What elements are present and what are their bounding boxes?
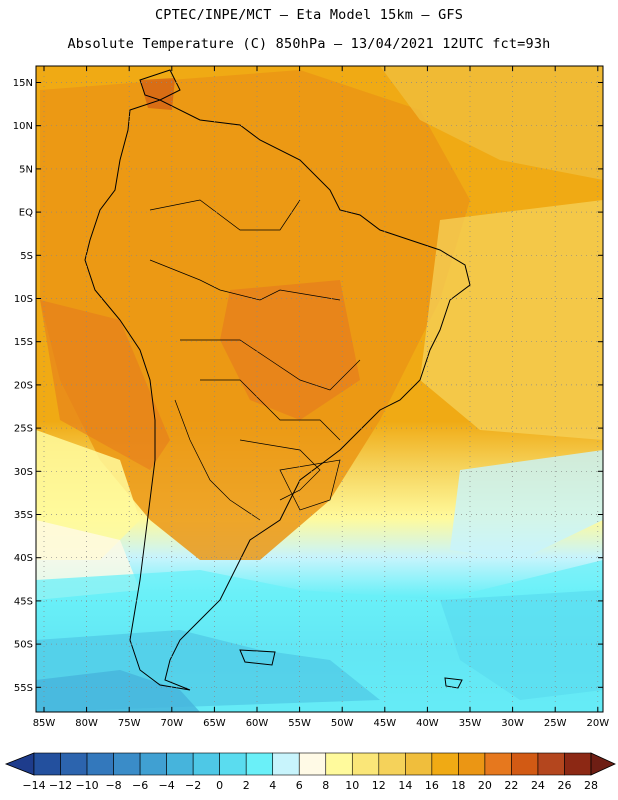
colorbar-arrow-high xyxy=(590,752,616,776)
colorbar-label: 20 xyxy=(478,779,492,792)
colorbar-swatch xyxy=(564,752,592,776)
colorbar-swatch xyxy=(351,752,380,776)
coastlines xyxy=(84,69,471,691)
colorbar-label: 26 xyxy=(557,779,571,792)
colorbar-label: −6 xyxy=(132,779,148,792)
lat-label: 5S xyxy=(20,251,33,262)
lat-label: 55S xyxy=(14,683,33,694)
map-subtitle: Absolute Temperature (C) 850hPa – 13/04/… xyxy=(67,36,551,52)
lon-label: 75W xyxy=(118,718,141,729)
colorbar-swatch xyxy=(139,752,167,776)
lon-label: 25W xyxy=(544,718,567,729)
lon-label: 20W xyxy=(586,718,609,729)
colorbar-swatch xyxy=(113,752,141,776)
lon-label: 70W xyxy=(160,718,183,729)
colorbar-arrow-low xyxy=(4,752,35,776)
lon-label: 65W xyxy=(203,718,226,729)
lat-label: 35S xyxy=(14,510,33,521)
colorbar-swatch xyxy=(378,752,406,776)
colorbar-label: 8 xyxy=(322,779,329,792)
colorbar-label: 2 xyxy=(243,779,250,792)
colorbar-label: −2 xyxy=(185,779,201,792)
country-borders xyxy=(149,199,361,521)
lat-label: 10S xyxy=(14,294,33,305)
colorbar-swatch xyxy=(60,752,88,776)
colorbar-swatch xyxy=(484,752,512,776)
colorbar-label: 4 xyxy=(269,779,276,792)
lon-label: 60W xyxy=(246,718,269,729)
lon-label: 50W xyxy=(331,718,354,729)
colorbar-swatch xyxy=(219,752,247,776)
lat-label: 5N xyxy=(19,164,33,175)
colorbar-swatch xyxy=(192,752,220,776)
lat-label: 15N xyxy=(13,78,33,89)
colorbar-label: 6 xyxy=(296,779,303,792)
colorbar-swatch xyxy=(298,752,327,776)
colorbar-swatch xyxy=(245,752,274,776)
lat-label: 25S xyxy=(14,424,33,435)
colorbar-label: 16 xyxy=(425,779,439,792)
lat-label: 50S xyxy=(14,640,33,651)
colorbar-swatch xyxy=(325,752,353,776)
lon-label: 30W xyxy=(501,718,524,729)
map-title: CPTEC/INPE/MCT – Eta Model 15km – GFS xyxy=(154,7,464,23)
latitude-labels: 15N 10N 5N EQ 5S 10S 15S 20S 25S 30S 35S 40S 45S 50S 5… xyxy=(13,78,33,694)
lon-label: 35W xyxy=(459,718,482,729)
lat-label: 40S xyxy=(14,553,33,564)
colorbar-swatch xyxy=(166,752,194,776)
colorbar-label: 22 xyxy=(504,779,518,792)
lat-label: 45S xyxy=(14,596,33,607)
colorbar-swatch xyxy=(537,752,565,776)
colorbar-label: −8 xyxy=(105,779,121,792)
lon-label: 40W xyxy=(416,718,439,729)
lon-label: 85W xyxy=(33,718,56,729)
lat-label: 10N xyxy=(13,121,33,132)
lon-label: 55W xyxy=(288,718,311,729)
colorbar-swatch xyxy=(33,752,61,776)
lat-label: 15S xyxy=(14,337,33,348)
colorbar-swatch xyxy=(86,752,114,776)
colorbar-label: 0 xyxy=(216,779,223,792)
colorbar-label: −4 xyxy=(159,779,175,792)
colorbar-label: −10 xyxy=(75,779,98,792)
colorbar-label: 28 xyxy=(584,779,598,792)
temperature-field xyxy=(36,66,603,712)
lon-label: 45W xyxy=(373,718,396,729)
colorbar-swatch xyxy=(511,752,539,776)
lat-label: 20S xyxy=(14,380,33,391)
colorbar-swatch xyxy=(272,752,300,776)
colorbar-label: 24 xyxy=(531,779,545,792)
colorbar-label: 10 xyxy=(345,779,359,792)
lon-label: 80W xyxy=(75,718,98,729)
colorbar-swatch xyxy=(405,752,433,776)
colorbar-label: 14 xyxy=(398,779,412,792)
colorbar-label: 18 xyxy=(451,779,465,792)
colorbar xyxy=(4,752,616,776)
colorbar-swatch xyxy=(458,752,486,776)
colorbar-swatch xyxy=(431,752,459,776)
colorbar-label: −12 xyxy=(49,779,72,792)
map-frame xyxy=(35,65,604,713)
lat-label: 30S xyxy=(14,467,33,478)
axis-ticks xyxy=(36,66,603,712)
lat-label: EQ xyxy=(19,208,33,219)
colorbar-labels: −14 −12 −10 −8 −6 −4 −2 0 2 4 6 8 10 12 14 16 18 20 22 24 26… xyxy=(22,779,598,792)
longitude-labels: 85W 80W 75W 70W 65W 60W 55W 50W 45W 40W 35W 30W 25W 2… xyxy=(33,718,610,729)
colorbar-label: −14 xyxy=(22,779,45,792)
colorbar-label: 12 xyxy=(372,779,386,792)
